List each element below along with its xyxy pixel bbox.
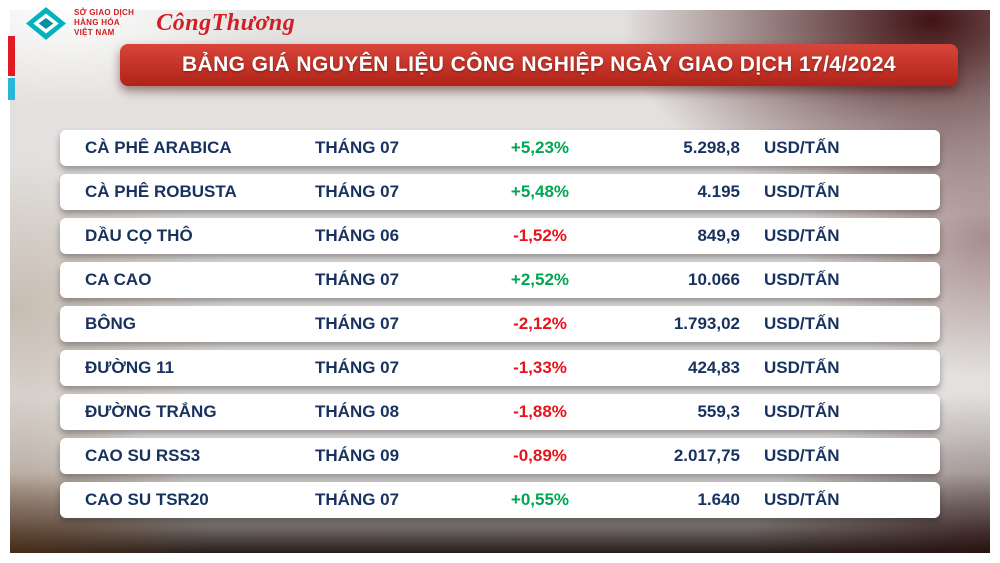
price-unit: USD/TẤN (764, 402, 840, 421)
change-percent: -0,89% (513, 446, 567, 465)
change-percent: -1,52% (513, 226, 567, 245)
table-row: ĐƯỜNG TRẮNG THÁNG 08 -1,88% 559,3 USD/TẤ… (60, 394, 940, 430)
exchange-name-line3: VIỆT NAM (74, 28, 115, 37)
contract-month: THÁNG 08 (315, 402, 400, 421)
change-percent: -1,88% (513, 402, 567, 421)
change-percent: -1,33% (513, 358, 567, 377)
commodity-name: CA CAO (85, 270, 152, 289)
commodity-name: DẦU CỌ THÔ (85, 226, 193, 245)
table-row: CA CAO THÁNG 07 +2,52% 10.066 USD/TẤN (60, 262, 940, 298)
price-unit: USD/TẤN (764, 182, 840, 201)
exchange-name-line1: SỞ GIAO DỊCH (74, 8, 135, 17)
contract-month: THÁNG 07 (315, 314, 400, 333)
contract-month: THÁNG 07 (315, 270, 400, 289)
table-row: CAO SU RSS3 THÁNG 09 -0,89% 2.017,75 USD… (60, 438, 940, 474)
price-value: 559,3 (697, 402, 740, 421)
table-row: CÀ PHÊ ARABICA THÁNG 07 +5,23% 5.298,8 U… (60, 130, 940, 166)
price-value: 424,83 (688, 358, 740, 377)
price-unit: USD/TẤN (764, 138, 840, 157)
change-percent: +5,48% (510, 182, 570, 201)
contract-month: THÁNG 07 (315, 358, 400, 377)
price-value: 2.017,75 (673, 446, 740, 465)
table-row: BÔNG THÁNG 07 -2,12% 1.793,02 USD/TẤN (60, 306, 940, 342)
price-unit: USD/TẤN (764, 446, 840, 465)
price-unit: USD/TẤN (764, 314, 840, 333)
price-table: CÀ PHÊ ARABICA THÁNG 07 +5,23% 5.298,8 U… (60, 130, 940, 518)
commodity-name: CÀ PHÊ ARABICA (85, 138, 232, 157)
commodity-name: CAO SU TSR20 (85, 490, 209, 509)
change-percent: +2,52% (510, 270, 570, 289)
exchange-name-line2: HÀNG HÓA (74, 18, 120, 27)
price-value: 849,9 (697, 226, 740, 245)
change-percent: +0,55% (510, 490, 570, 509)
price-value: 10.066 (688, 270, 740, 289)
price-unit: USD/TẤN (764, 226, 840, 245)
price-unit: USD/TẤN (764, 358, 840, 377)
title-banner: BẢNG GIÁ NGUYÊN LIỆU CÔNG NGHIỆP NGÀY GI… (120, 44, 958, 86)
price-value: 5.298,8 (683, 138, 740, 157)
page-title: BẢNG GIÁ NGUYÊN LIỆU CÔNG NGHIỆP NGÀY GI… (181, 53, 896, 76)
congthuong-brand-logo: CôngThương (156, 10, 296, 36)
exchange-logo: SỞ GIAO DỊCH HÀNG HÓA VIỆT NAM CôngThươn… (26, 4, 295, 42)
price-unit: USD/TẤN (764, 270, 840, 289)
contract-month: THÁNG 07 (315, 182, 400, 201)
commodity-name: ĐƯỜNG 11 (85, 358, 175, 377)
price-value: 4.195 (697, 182, 740, 201)
table-row: CÀ PHÊ ROBUSTA THÁNG 07 +5,48% 4.195 USD… (60, 174, 940, 210)
price-value: 1.793,02 (673, 314, 740, 333)
table-row: DẦU CỌ THÔ THÁNG 06 -1,52% 849,9 USD/TẤN (60, 218, 940, 254)
left-accent-red-bar (8, 36, 15, 76)
commodity-name: BÔNG (85, 314, 136, 333)
mxv-diamond-logo-icon (26, 6, 66, 40)
left-accent-cyan-bar (8, 78, 15, 100)
exchange-name: SỞ GIAO DỊCH HÀNG HÓA VIỆT NAM (74, 8, 134, 38)
commodity-name: ĐƯỜNG TRẮNG (85, 402, 217, 421)
commodity-name: CAO SU RSS3 (85, 446, 201, 465)
change-percent: -2,12% (513, 314, 567, 333)
contract-month: THÁNG 09 (315, 446, 400, 465)
price-unit: USD/TẤN (764, 490, 840, 509)
table-row: ĐƯỜNG 11 THÁNG 07 -1,33% 424,83 USD/TẤN (60, 350, 940, 386)
price-value: 1.640 (697, 490, 740, 509)
change-percent: +5,23% (510, 138, 570, 157)
contract-month: THÁNG 07 (315, 490, 400, 509)
contract-month: THÁNG 06 (315, 226, 400, 245)
commodity-name: CÀ PHÊ ROBUSTA (85, 182, 237, 201)
contract-month: THÁNG 07 (315, 138, 400, 157)
table-row: CAO SU TSR20 THÁNG 07 +0,55% 1.640 USD/T… (60, 482, 940, 518)
